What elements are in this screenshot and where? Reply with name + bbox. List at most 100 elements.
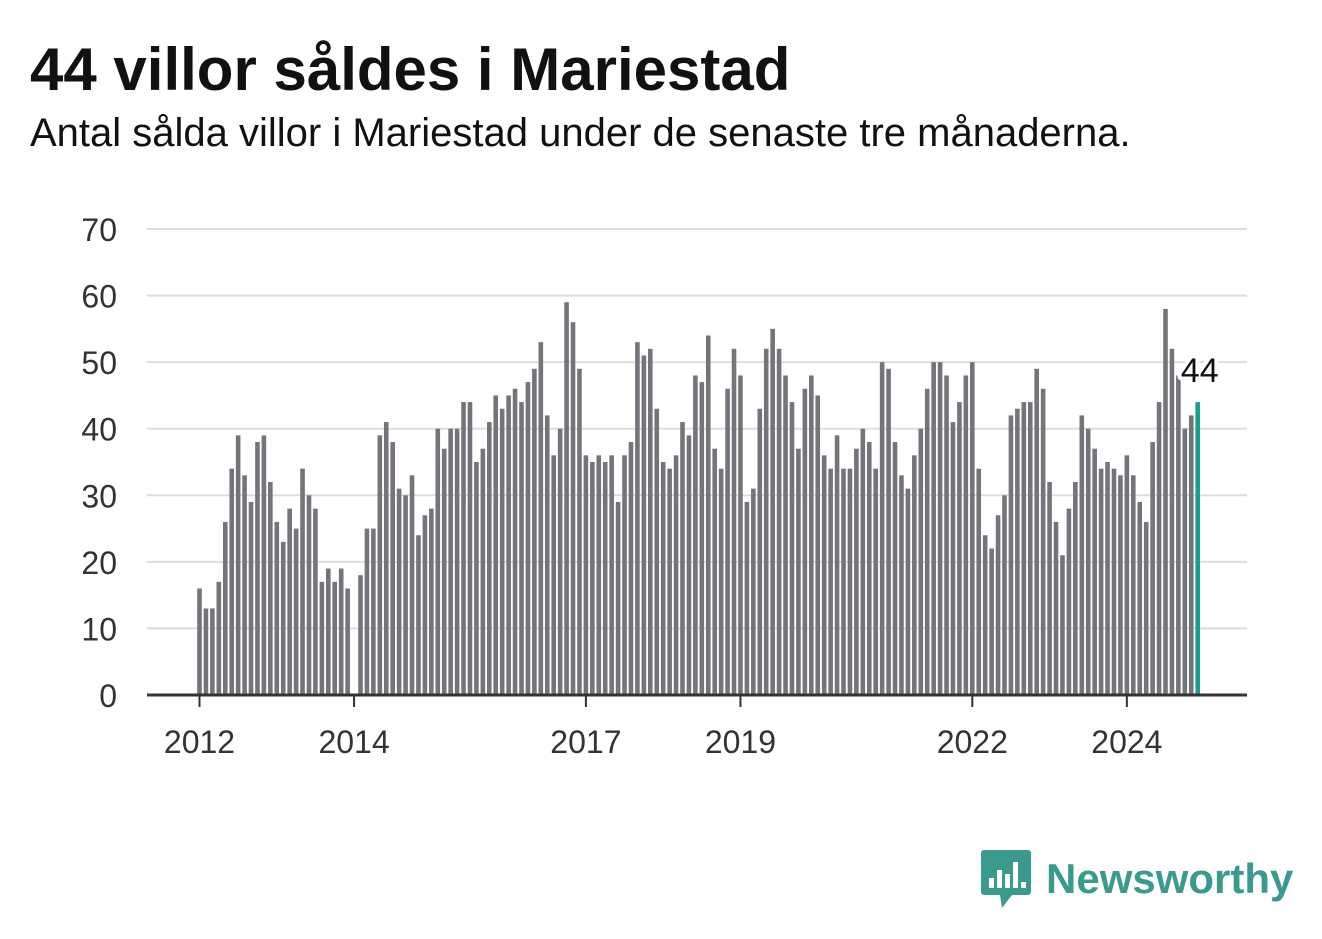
bar: [293, 528, 299, 695]
bar: [242, 475, 247, 695]
bar: [718, 468, 724, 695]
bar: [480, 448, 486, 695]
bar: [667, 468, 672, 695]
brand-name: Newsworthy: [1046, 855, 1294, 902]
bar: [300, 468, 305, 695]
bar: [1008, 415, 1014, 695]
bar: [364, 528, 370, 695]
bar: [635, 342, 640, 695]
bar: [557, 428, 563, 695]
bar: [422, 515, 428, 695]
x-tick-label: 2017: [550, 724, 621, 760]
bar: [306, 495, 312, 695]
bar: [1079, 415, 1085, 695]
bar: [313, 508, 318, 695]
bar: [345, 588, 350, 695]
x-axis: 2012 2014 2017 2019 2022 2024: [147, 693, 1247, 760]
bar: [1092, 448, 1097, 695]
bar: [203, 608, 209, 695]
bar: [1040, 388, 1046, 695]
bar: [615, 501, 621, 695]
bar: [448, 428, 453, 695]
bar: [1060, 555, 1065, 695]
bar: [731, 348, 737, 695]
bar: [229, 468, 234, 695]
bar: [435, 428, 441, 695]
bar: [982, 535, 988, 695]
chart-title: 44 villor såldes i Mariestad: [30, 36, 791, 103]
bar: [834, 435, 840, 695]
bar: [673, 455, 679, 695]
bar: [918, 428, 924, 695]
bar: [712, 448, 717, 695]
bar: [1124, 455, 1130, 695]
bar: [751, 488, 756, 695]
bar: [1118, 475, 1123, 695]
y-tick-label: 20: [81, 545, 117, 581]
bar: [1047, 481, 1052, 695]
bar: [519, 402, 524, 695]
bar: [493, 395, 499, 695]
bar: [828, 468, 833, 695]
bar: [763, 348, 769, 695]
bar: [609, 455, 614, 695]
bar: [1143, 521, 1149, 695]
chart-subtitle: Antal sålda villor i Mariestad under de …: [30, 111, 1131, 155]
bar: [235, 435, 241, 695]
bar: [506, 395, 511, 695]
bar: [1073, 481, 1078, 695]
bar: [1156, 402, 1162, 695]
bar: [564, 302, 569, 695]
x-tick-label: 2014: [318, 724, 389, 760]
bar: [583, 455, 589, 695]
bar: [976, 468, 982, 695]
bar: [577, 368, 582, 695]
y-tick-label: 70: [81, 212, 117, 248]
bar: [287, 508, 292, 695]
y-tick-label: 0: [99, 678, 117, 714]
bar: [216, 581, 222, 695]
bar: [590, 462, 595, 695]
bar: [796, 448, 801, 695]
bar: [783, 375, 788, 695]
bar: [886, 368, 891, 695]
bar: [371, 528, 376, 695]
y-tick-label: 10: [81, 611, 117, 647]
highlight-bar: [1195, 402, 1200, 695]
y-tick-label: 30: [81, 478, 117, 514]
bar: [641, 355, 647, 695]
bar: [628, 442, 634, 695]
bar: [866, 442, 872, 695]
bar: [693, 375, 698, 695]
bar: [680, 422, 685, 695]
bar: [403, 495, 408, 695]
bar: [1163, 308, 1168, 695]
bar: [602, 462, 608, 695]
bar: [931, 362, 936, 695]
bar: [454, 428, 460, 695]
bar: [1137, 501, 1143, 695]
bar: [950, 422, 956, 695]
bar: [944, 375, 949, 695]
bar: [1027, 402, 1033, 695]
bar: [429, 508, 434, 695]
bar: [467, 402, 473, 695]
bar: [622, 455, 627, 695]
bar: [648, 348, 653, 695]
bar: [854, 448, 859, 695]
bar: [1176, 375, 1181, 695]
bar: [332, 581, 338, 695]
bar: [970, 362, 975, 695]
bar: [821, 455, 827, 695]
bar: [924, 388, 930, 695]
bar: [261, 435, 267, 695]
bar: [390, 442, 395, 695]
bar: [847, 468, 853, 695]
bar: [1066, 508, 1072, 695]
bar: [544, 415, 550, 695]
bar: [809, 375, 814, 695]
bar: [860, 428, 866, 695]
bar: [1002, 495, 1007, 695]
bar: [538, 342, 544, 695]
bar: [358, 575, 363, 695]
